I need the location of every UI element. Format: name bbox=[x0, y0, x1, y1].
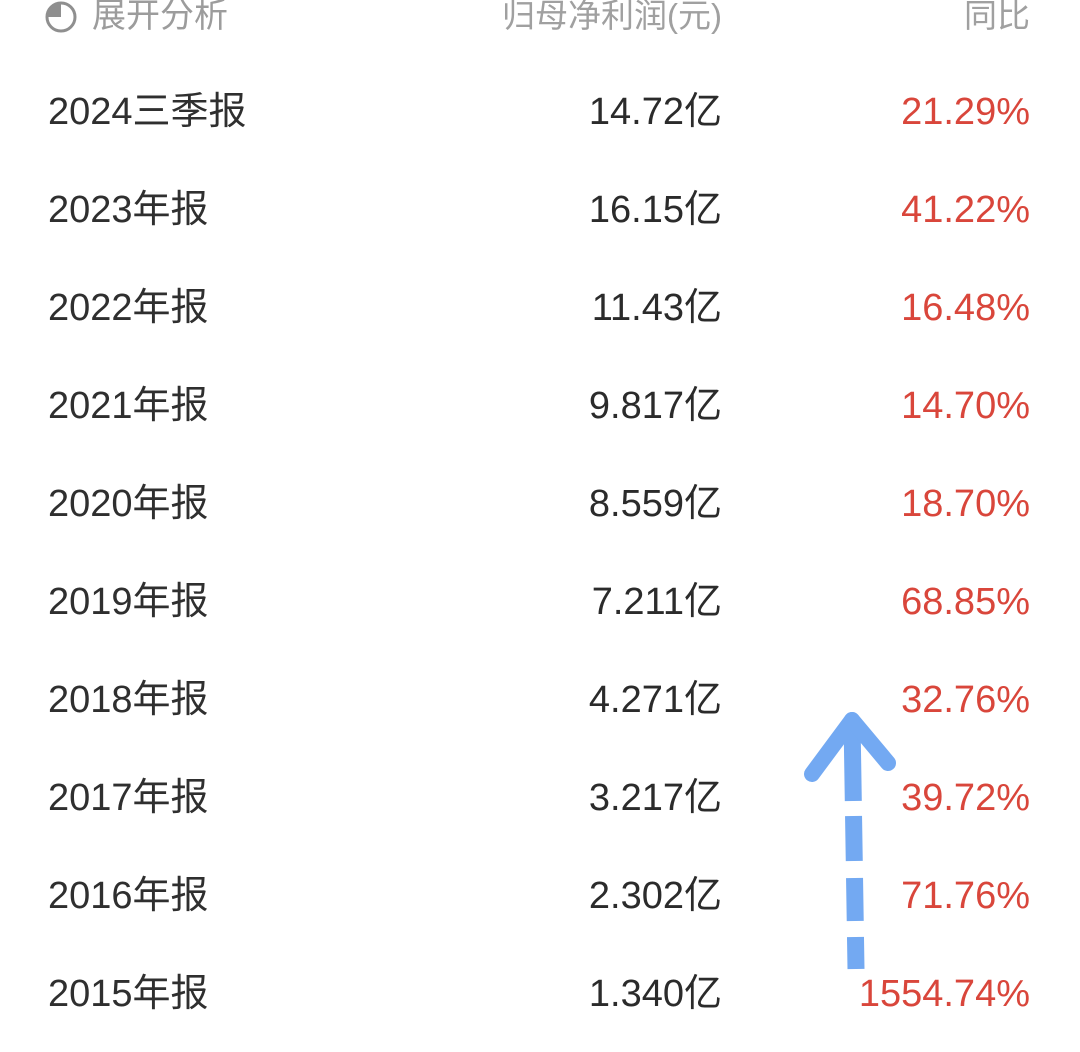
yoy-percent-value: 41.22% bbox=[901, 189, 1030, 231]
yoy-percent-value: 18.70% bbox=[901, 483, 1030, 525]
report-period-label: 2024三季报 bbox=[48, 91, 247, 133]
report-rows: 2024三季报 14.72亿 21.29% 2023年报 16.15亿 41.22% 202… bbox=[0, 63, 1080, 1043]
net-profit-value: 2.302亿 bbox=[588, 875, 722, 917]
net-profit-value: 7.211亿 bbox=[591, 581, 722, 623]
table-row[interactable]: 2021年报 9.817亿 14.70% bbox=[0, 357, 1080, 455]
net-profit-value: 8.559亿 bbox=[588, 483, 722, 525]
column-header-net-profit: 归母净利润(元) bbox=[502, 0, 722, 34]
yoy-percent-value: 1554.74% bbox=[858, 973, 1030, 1015]
table-row[interactable]: 2019年报 7.211亿 68.85% bbox=[0, 553, 1080, 651]
expand-analysis-label: 展开分析 bbox=[92, 0, 228, 35]
yoy-percent-value: 21.29% bbox=[901, 91, 1030, 133]
report-period-label: 2023年报 bbox=[48, 189, 209, 231]
column-header-yoy: 同比 bbox=[964, 0, 1030, 34]
net-profit-value: 3.217亿 bbox=[588, 777, 722, 819]
pie-chart-icon bbox=[44, 0, 78, 33]
table-row[interactable]: 2018年报 4.271亿 32.76% bbox=[0, 651, 1080, 749]
yoy-percent-value: 14.70% bbox=[901, 385, 1030, 427]
yoy-percent-value: 16.48% bbox=[901, 287, 1030, 329]
report-period-label: 2019年报 bbox=[48, 581, 209, 623]
net-profit-value: 4.271亿 bbox=[588, 679, 722, 721]
yoy-percent-value: 39.72% bbox=[901, 777, 1030, 819]
report-period-label: 2020年报 bbox=[48, 483, 209, 525]
table-row[interactable]: 2015年报 1.340亿 1554.74% bbox=[0, 945, 1080, 1043]
report-period-label: 2018年报 bbox=[48, 679, 209, 721]
yoy-percent-value: 32.76% bbox=[901, 679, 1030, 721]
table-header: 展开分析 归母净利润(元) 同比 bbox=[0, 0, 1080, 42]
report-period-label: 2017年报 bbox=[48, 777, 209, 819]
table-row[interactable]: 2016年报 2.302亿 71.76% bbox=[0, 847, 1080, 945]
net-profit-value: 9.817亿 bbox=[588, 385, 722, 427]
report-period-label: 2015年报 bbox=[48, 973, 209, 1015]
report-period-label: 2016年报 bbox=[48, 875, 209, 917]
yoy-percent-value: 71.76% bbox=[901, 875, 1030, 917]
net-profit-value: 1.340亿 bbox=[588, 973, 722, 1015]
table-row[interactable]: 2024三季报 14.72亿 21.29% bbox=[0, 63, 1080, 161]
table-row[interactable]: 2022年报 11.43亿 16.48% bbox=[0, 259, 1080, 357]
expand-analysis-button[interactable]: 展开分析 bbox=[44, 0, 228, 38]
yoy-percent-value: 68.85% bbox=[901, 581, 1030, 623]
table-row[interactable]: 2020年报 8.559亿 18.70% bbox=[0, 455, 1080, 553]
net-profit-value: 14.72亿 bbox=[588, 91, 722, 133]
net-profit-value: 11.43亿 bbox=[591, 287, 722, 329]
report-period-label: 2021年报 bbox=[48, 385, 209, 427]
report-period-label: 2022年报 bbox=[48, 287, 209, 329]
table-row[interactable]: 2023年报 16.15亿 41.22% bbox=[0, 161, 1080, 259]
net-profit-value: 16.15亿 bbox=[588, 189, 722, 231]
table-row[interactable]: 2017年报 3.217亿 39.72% bbox=[0, 749, 1080, 847]
